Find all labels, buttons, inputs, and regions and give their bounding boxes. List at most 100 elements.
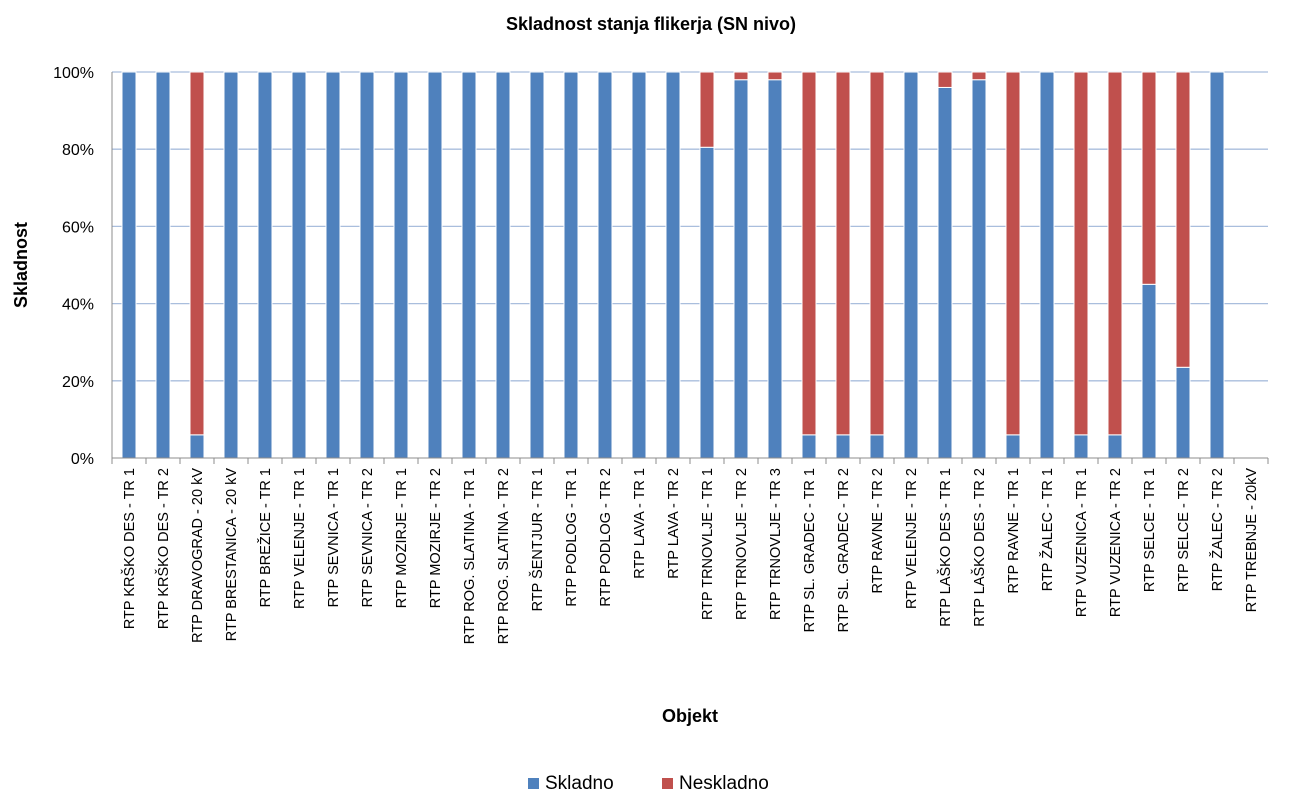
x-tick-label: RTP SELCE - TR 1 [1142, 468, 1158, 592]
bar-skladno [155, 71, 171, 459]
bar-neskladno [869, 71, 885, 436]
bar-neskladno [937, 71, 953, 88]
y-tick-label: 60% [62, 219, 94, 236]
bar-skladno [495, 71, 511, 459]
bar-skladno [529, 71, 545, 459]
x-tick-label: RTP VUZENICA - TR 2 [1108, 468, 1124, 617]
bar-skladno [971, 79, 987, 459]
bar-skladno [1175, 366, 1191, 459]
x-axis-title: Objekt [662, 706, 718, 726]
y-tick-label: 20% [62, 374, 94, 391]
x-tick-label: RTP TRNOVLJE - TR 3 [768, 468, 784, 620]
bar-skladno [1209, 71, 1225, 459]
y-tick-label: 0% [71, 451, 94, 468]
x-tick-label: RTP SELCE - TR 2 [1176, 468, 1192, 592]
bar-skladno [427, 71, 443, 459]
bar-skladno [189, 434, 205, 459]
bar-skladno [393, 71, 409, 459]
x-tick-label: RTP DRAVOGRAD - 20 kV [190, 468, 206, 643]
legend-label-skladno: Skladno [545, 773, 614, 794]
x-tick-label: RTP ŽALEC - TR 2 [1209, 468, 1226, 591]
bar-skladno [291, 71, 307, 459]
x-tick-labels: RTP KRŠKO DES - TR 1 RTP KRŠKO DES - TR 2… [121, 468, 1260, 645]
legend-swatch-skladno [528, 778, 539, 789]
bar-skladno [733, 79, 749, 459]
bar-skladno [801, 434, 817, 459]
x-tick-label: RTP ŽALEC - TR 1 [1039, 468, 1056, 591]
x-tick-label: RTP PODLOG - TR 1 [564, 468, 580, 607]
bar-neskladno [1073, 71, 1089, 436]
x-tick-label: RTP LAŠKO DES - TR 2 [971, 468, 988, 627]
x-tick-label: RTP SL. GRADEC - TR 1 [802, 468, 818, 632]
y-tick-label: 100% [53, 65, 94, 82]
x-tick-label: RTP MOZIRJE - TR 2 [428, 468, 444, 608]
y-tick-labels: 0% 20% 40% 60% 80% 100% [53, 65, 94, 468]
legend: Skladno Neskladno [528, 773, 769, 794]
bar-neskladno [1141, 71, 1157, 285]
bar-skladno [631, 71, 647, 459]
bar-skladno [1073, 434, 1089, 459]
x-tick-label: RTP MOZIRJE - TR 1 [394, 468, 410, 608]
bar-neskladno [1107, 71, 1123, 436]
x-tick-label: RTP SEVNICA - TR 1 [326, 468, 342, 607]
x-tick-label: RTP LAVA - TR 1 [632, 468, 648, 579]
x-tick-label: RTP TREBNJE - 20kV [1244, 468, 1260, 613]
x-tick-label: RTP SL. GRADEC - TR 2 [836, 468, 852, 632]
chart-title: Skladnost stanja flikerja (SN nivo) [506, 14, 796, 34]
axes [111, 72, 1269, 464]
bar-neskladno [801, 71, 817, 436]
bar-skladno [597, 71, 613, 459]
legend-swatch-neskladno [662, 778, 673, 789]
bar-neskladno [699, 71, 715, 148]
y-axis-title: Skladnost [11, 222, 31, 308]
x-tick-label: RTP BREŽICE - TR 1 [257, 468, 274, 607]
x-tick-label: RTP ROG. SLATINA - TR 1 [462, 468, 478, 644]
x-tick-label: RTP SEVNICA - TR 2 [360, 468, 376, 607]
bar-neskladno [1005, 71, 1021, 436]
bar-skladno [665, 71, 681, 459]
bar-skladno [1005, 434, 1021, 459]
x-tick-label: RTP ROG. SLATINA - TR 2 [496, 468, 512, 644]
bar-skladno [903, 71, 919, 459]
x-tick-label: RTP VELENJE - TR 2 [904, 468, 920, 609]
x-tick-label: RTP TRNOVLJE - TR 1 [700, 468, 716, 620]
bar-skladno [869, 434, 885, 459]
bar-neskladno [733, 71, 749, 81]
x-tick-label: RTP BRESTANICA - 20 kV [224, 468, 240, 642]
bar-skladno [835, 434, 851, 459]
bar-skladno [223, 71, 239, 459]
bar-skladno [563, 71, 579, 459]
bar-neskladno [1175, 71, 1191, 368]
x-tick-label: RTP ŠENTJUR - TR 1 [529, 468, 546, 611]
bar-skladno [359, 71, 375, 459]
x-tick-label: RTP LAŠKO DES - TR 1 [937, 468, 954, 627]
bar-skladno [1141, 283, 1157, 459]
bar-skladno [767, 79, 783, 459]
bar-skladno [121, 71, 137, 459]
bar-skladno [699, 146, 715, 459]
bars [121, 71, 1225, 459]
gridlines [112, 71, 1268, 382]
x-tick-label: RTP TRNOVLJE - TR 2 [734, 468, 750, 620]
bar-neskladno [835, 71, 851, 436]
bar-skladno [937, 86, 953, 459]
bar-skladno [1039, 71, 1055, 459]
bar-skladno [325, 71, 341, 459]
bar-skladno [461, 71, 477, 459]
x-tick-label: RTP VUZENICA - TR 1 [1074, 468, 1090, 617]
bar-neskladno [189, 71, 205, 436]
x-tick-label: RTP VELENJE - TR 1 [292, 468, 308, 609]
x-tick-label: RTP PODLOG - TR 2 [598, 468, 614, 607]
bar-neskladno [971, 71, 987, 81]
x-tick-label: RTP LAVA - TR 2 [666, 468, 682, 579]
bar-neskladno [767, 71, 783, 81]
legend-label-neskladno: Neskladno [679, 773, 769, 794]
x-tick-label: RTP KRŠKO DES - TR 2 [155, 468, 172, 629]
y-tick-label: 80% [62, 142, 94, 159]
x-tick-label: RTP KRŠKO DES - TR 1 [121, 468, 138, 629]
x-tick-label: RTP RAVNE - TR 1 [1006, 468, 1022, 593]
y-tick-label: 40% [62, 297, 94, 314]
bar-skladno [1107, 434, 1123, 459]
bar-skladno [257, 71, 273, 459]
